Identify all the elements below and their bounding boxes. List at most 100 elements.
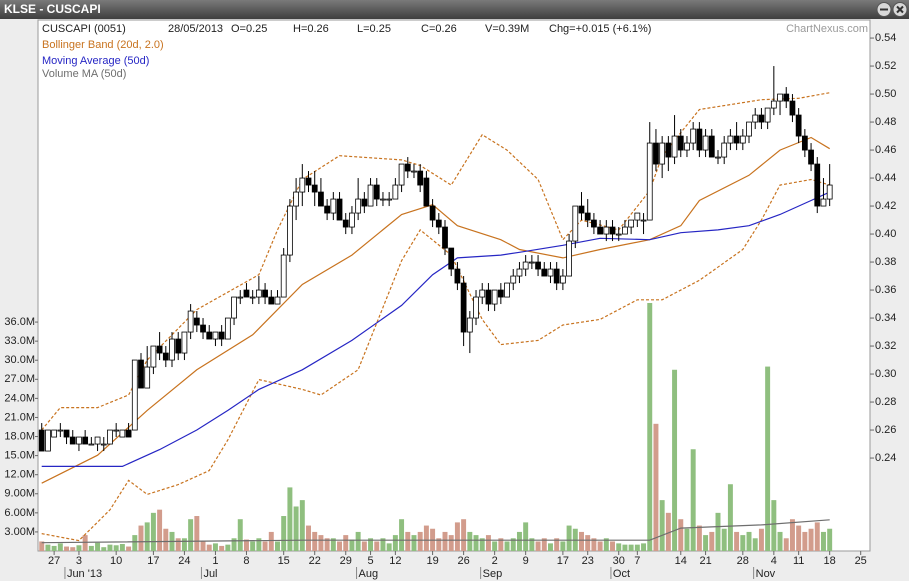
y-tick-label: 0.50 bbox=[875, 88, 896, 100]
volume-bar bbox=[256, 538, 262, 551]
legend-entry: Volume MA (50d) bbox=[42, 68, 126, 80]
volume-bar bbox=[101, 547, 107, 551]
volume-bar bbox=[70, 547, 76, 551]
volume-bar bbox=[641, 543, 647, 551]
candle-body bbox=[429, 205, 436, 221]
volume-bar bbox=[57, 543, 63, 551]
candle-body bbox=[63, 429, 70, 438]
month-label: Sep bbox=[483, 568, 503, 580]
volume-bar bbox=[212, 543, 218, 551]
candle-body bbox=[591, 219, 597, 228]
candle-body bbox=[764, 107, 771, 123]
candle-body bbox=[94, 436, 101, 445]
volume-bar bbox=[752, 538, 758, 551]
volume-bar bbox=[88, 545, 94, 551]
volume-bar bbox=[76, 545, 82, 551]
volume-bar bbox=[591, 538, 597, 551]
volume-bar bbox=[138, 525, 144, 551]
volume-bar bbox=[498, 538, 504, 551]
x-tick-label: 24 bbox=[178, 555, 190, 567]
volume-bar bbox=[560, 541, 566, 551]
candle-body bbox=[113, 429, 120, 432]
volume-bar bbox=[163, 528, 169, 551]
x-tick-label: 15 bbox=[278, 555, 290, 567]
volume-bar bbox=[789, 519, 795, 551]
volume-bar bbox=[150, 512, 156, 551]
volume-bar bbox=[510, 538, 516, 551]
candle-body bbox=[231, 296, 237, 319]
volume-bar bbox=[554, 538, 560, 551]
x-tick-label: 27 bbox=[48, 555, 60, 567]
volume-bar bbox=[467, 531, 473, 551]
candle-body bbox=[262, 289, 268, 298]
month-label: Jun '13 bbox=[67, 568, 102, 580]
volume-bar bbox=[721, 528, 727, 551]
volume-bar bbox=[485, 535, 491, 551]
x-tick-label: 29 bbox=[340, 555, 352, 567]
candle-body bbox=[57, 429, 64, 432]
candle-body bbox=[516, 268, 523, 277]
candle-body bbox=[131, 359, 138, 431]
candle-body bbox=[423, 177, 430, 207]
candle-body bbox=[752, 114, 759, 123]
x-tick-label: 23 bbox=[582, 555, 594, 567]
candle-body bbox=[814, 163, 821, 207]
info-volume: V=0.39M bbox=[485, 23, 529, 35]
candle-body bbox=[212, 331, 219, 340]
volume-bar bbox=[659, 500, 665, 551]
candle-body bbox=[293, 191, 299, 207]
month-label: Jul bbox=[203, 568, 217, 580]
close-button[interactable] bbox=[892, 2, 908, 17]
candle-body bbox=[162, 352, 169, 361]
candle-body bbox=[553, 268, 560, 284]
candle-body bbox=[144, 366, 151, 389]
volume-bar bbox=[423, 525, 429, 551]
candle-body bbox=[566, 240, 572, 277]
candle-body bbox=[324, 205, 331, 214]
candle-body bbox=[342, 219, 349, 228]
volume-bar bbox=[411, 535, 417, 551]
chart-title: CUSCAPI (0051) bbox=[42, 23, 126, 35]
candle-body bbox=[715, 156, 721, 159]
candle-body bbox=[373, 184, 380, 200]
x-tick-label: 4 bbox=[771, 555, 777, 567]
candle-body bbox=[659, 142, 666, 165]
candle-body bbox=[454, 268, 461, 284]
candle-body bbox=[299, 177, 306, 193]
candle-body bbox=[51, 429, 58, 438]
minimize-button[interactable] bbox=[876, 2, 892, 17]
x-tick-label: 1 bbox=[212, 555, 218, 567]
volume-bar bbox=[529, 538, 535, 551]
volume-bar bbox=[175, 538, 181, 551]
volume-bar bbox=[734, 531, 740, 551]
volume-bar bbox=[281, 516, 287, 551]
legend-entry: Bollinger Band (20d, 2.0) bbox=[42, 39, 164, 51]
volume-bar bbox=[95, 542, 101, 551]
plot-area bbox=[37, 19, 871, 552]
candle-body bbox=[330, 198, 337, 214]
candle-body bbox=[721, 142, 728, 158]
candle-body bbox=[206, 331, 213, 340]
candle-body bbox=[255, 289, 262, 298]
candle-body bbox=[181, 331, 188, 354]
x-tick-label: 22 bbox=[309, 555, 321, 567]
candle-body bbox=[417, 170, 424, 186]
volume-bar bbox=[368, 538, 374, 551]
volume-bar bbox=[132, 535, 138, 551]
volume-bar bbox=[603, 538, 609, 551]
candle-body bbox=[175, 338, 182, 354]
candle-body bbox=[634, 212, 641, 221]
volume-bar bbox=[82, 535, 88, 551]
info-low: L=0.25 bbox=[357, 23, 391, 35]
volume-bar bbox=[796, 525, 802, 551]
volume-bar bbox=[547, 543, 553, 551]
x-tick-label: 21 bbox=[699, 555, 711, 567]
volume-bar bbox=[473, 535, 479, 551]
volume-bar bbox=[119, 544, 125, 551]
candle-body bbox=[349, 212, 355, 228]
volume-bar bbox=[330, 538, 336, 551]
volume-bar bbox=[200, 541, 206, 551]
x-tick-label: 18 bbox=[824, 555, 836, 567]
candle-body bbox=[622, 226, 628, 235]
